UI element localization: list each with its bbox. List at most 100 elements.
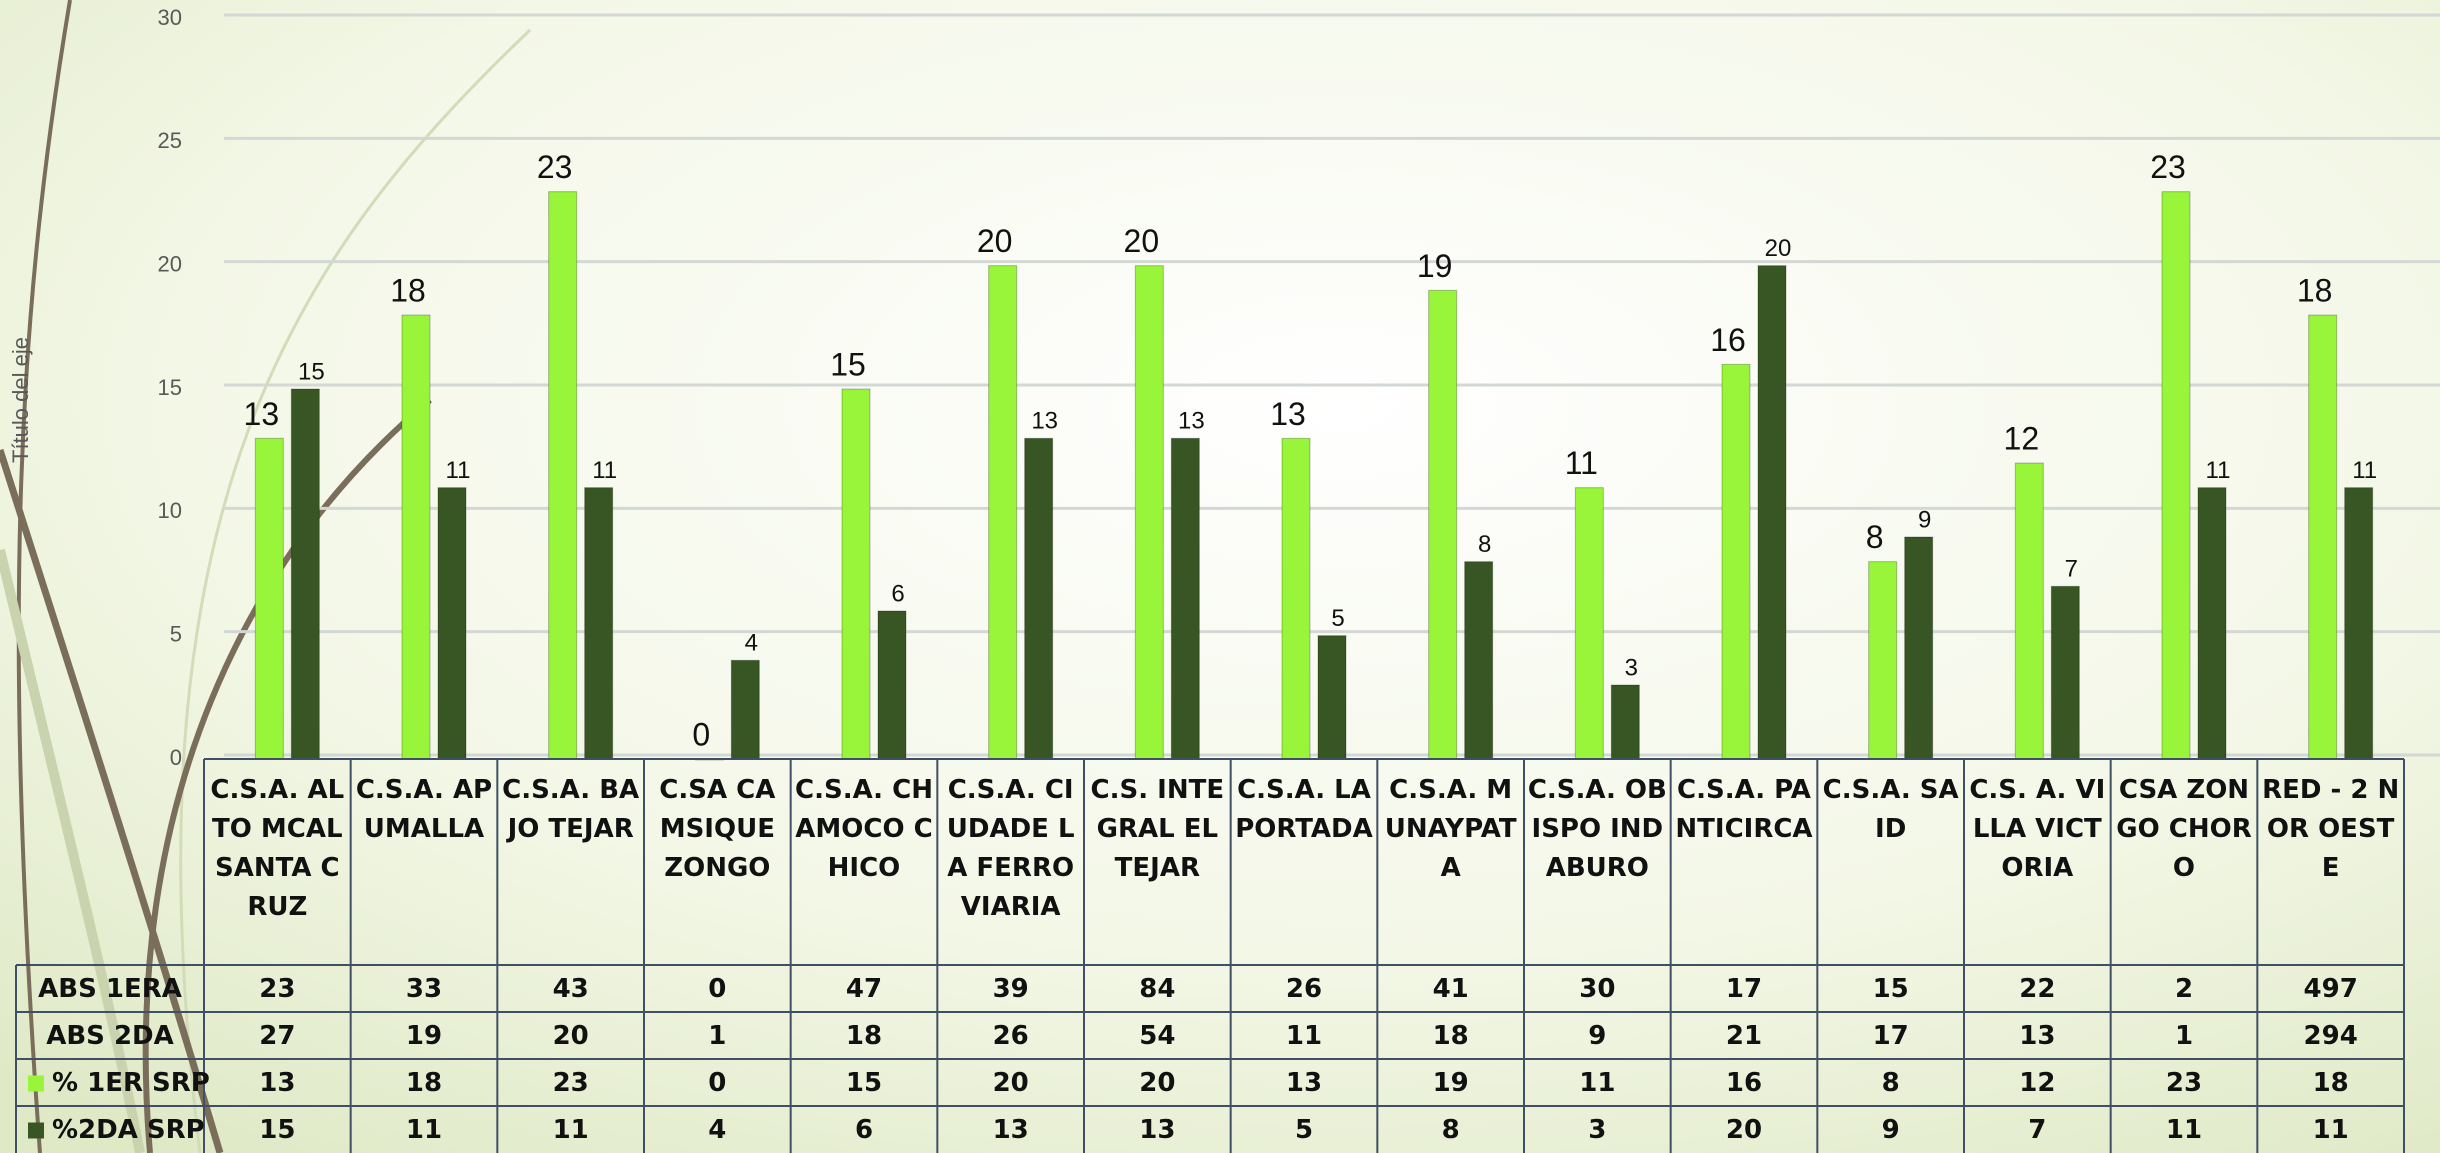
- y-tick-label: 30: [158, 5, 182, 30]
- bar: [2050, 585, 2080, 760]
- table-cell: 20: [1726, 1115, 1762, 1145]
- decor-curve: [0, 448, 224, 1153]
- table-cell: 5: [1295, 1115, 1313, 1145]
- table-cell: 12: [2019, 1068, 2055, 1098]
- table-cell: 497: [2304, 974, 2358, 1004]
- table-cell: 8: [1442, 1115, 1460, 1145]
- decor-curve: [0, 548, 145, 1153]
- x-tick-label: C.S. A. VILLA VICTORIA: [1969, 775, 2106, 883]
- bar: [1721, 363, 1751, 760]
- table-cell: 13: [2019, 1021, 2055, 1051]
- data-label: 11: [2352, 457, 2377, 484]
- x-tick-label: C.S.A. SAID: [1822, 775, 1959, 844]
- x-tick-label: C.S.A. CHAMOCO CHICO: [795, 775, 933, 883]
- x-tick-label: C.S.A. CIUDADE LA FERROVIARIA: [946, 775, 1075, 922]
- table-cell: 19: [1433, 1068, 1469, 1098]
- table-cell: 19: [406, 1021, 442, 1051]
- table-cell: 1: [2175, 1021, 2193, 1051]
- data-label: 9: [1918, 506, 1931, 533]
- bar: [548, 191, 578, 760]
- table-cell: 26: [1286, 974, 1322, 1004]
- data-label: 6: [891, 580, 904, 607]
- y-tick-label: 10: [158, 498, 182, 523]
- data-label: 16: [1710, 322, 1746, 358]
- table-cell: 11: [553, 1115, 589, 1145]
- bar: [1428, 289, 1458, 760]
- table-cell: 13: [1139, 1115, 1175, 1145]
- bar: [2197, 487, 2227, 760]
- table-cell: 33: [406, 974, 442, 1004]
- table-cell: 23: [259, 974, 295, 1004]
- bar: [988, 265, 1018, 760]
- bar: [254, 437, 284, 760]
- table-cell: 11: [2313, 1115, 2349, 1145]
- table-cell: 11: [1579, 1068, 1615, 1098]
- data-label: 3: [1625, 654, 1638, 681]
- category-cell: C.S.A. BAJO TEJAR: [502, 775, 639, 844]
- data-label: 23: [537, 149, 573, 185]
- bar: [290, 388, 320, 760]
- x-tick-label: C.S.A. APUMALLA: [355, 775, 493, 844]
- table-cell: 23: [553, 1068, 589, 1098]
- table-cell: 27: [259, 1021, 295, 1051]
- data-label: 11: [1565, 445, 1598, 481]
- bar: [2161, 191, 2191, 760]
- table-cell: 294: [2304, 1021, 2358, 1051]
- table-cell: 15: [1873, 974, 1909, 1004]
- x-tick-label: C.S.A. ALTO MCAL SANTA CRUZ: [210, 775, 345, 922]
- table-cell: 18: [1433, 1021, 1469, 1051]
- table-cell: 84: [1139, 974, 1175, 1004]
- x-tick-label: C.S. INTEGRAL EL TEJAR: [1090, 775, 1225, 883]
- table-cell: 20: [993, 1068, 1029, 1098]
- legend-swatch: [28, 1122, 44, 1139]
- x-tick-label: C.S.A. LA PORTADA: [1235, 775, 1373, 844]
- table-cell: 20: [553, 1021, 589, 1051]
- table-cell: 23: [2166, 1068, 2202, 1098]
- data-label: 20: [977, 223, 1013, 259]
- y-tick-label: 0: [170, 745, 182, 770]
- category-cell: C.S. INTEGRAL EL TEJAR: [1090, 775, 1225, 883]
- table-cell: 41: [1433, 974, 1469, 1004]
- y-tick-label: 20: [158, 251, 182, 276]
- table-cell: 15: [259, 1115, 295, 1145]
- bar: [1904, 536, 1934, 760]
- data-label: 15: [830, 346, 866, 382]
- row-label: ABS 2DA: [46, 1021, 174, 1051]
- bar: [584, 487, 614, 760]
- table-cell: 43: [553, 974, 589, 1004]
- table-cell: 11: [1286, 1021, 1322, 1051]
- category-cell: C.S.A. CHAMOCO CHICO: [795, 775, 933, 883]
- data-label: 4: [745, 630, 758, 657]
- data-label: 13: [244, 396, 280, 432]
- bar: [877, 610, 907, 760]
- category-cell: C.S.A. PANTICIRCA: [1675, 775, 1812, 844]
- bar: [437, 487, 467, 760]
- table-cell: 18: [2313, 1068, 2349, 1098]
- x-tick-label: C.S.A. OBISPO INDABURO: [1527, 775, 1667, 883]
- table-cell: 18: [846, 1021, 882, 1051]
- data-label: 11: [2206, 457, 2231, 484]
- table-cell: 7: [2028, 1115, 2046, 1145]
- x-tick-label: C.S.A. MUNAYPATA: [1384, 775, 1517, 883]
- table-cell: 6: [855, 1115, 873, 1145]
- table-cell: 17: [1873, 1021, 1909, 1051]
- table-cell: 17: [1726, 974, 1762, 1004]
- table-cell: 3: [1588, 1115, 1606, 1145]
- bar: [1170, 437, 1200, 760]
- table-cell: 0: [708, 974, 726, 1004]
- table-cell: 20: [1139, 1068, 1175, 1098]
- category-cell: RED - 2 NOR OESTE: [2262, 775, 2399, 883]
- table-cell: 11: [2166, 1115, 2202, 1145]
- table-cell: 13: [1286, 1068, 1322, 1098]
- bar: [1024, 437, 1054, 760]
- legend-label: %2DA SRP: [52, 1115, 205, 1145]
- table-cell: 21: [1726, 1021, 1762, 1051]
- category-cell: C.S.A. CIUDADE LA FERROVIARIA: [946, 775, 1075, 922]
- data-label: 8: [1478, 531, 1491, 558]
- table-cell: 18: [406, 1068, 442, 1098]
- table-cell: 54: [1139, 1021, 1175, 1051]
- decor: [0, 0, 532, 1153]
- y-tick-label: 25: [158, 128, 182, 153]
- category-cell: C.S.A. OBISPO INDABURO: [1527, 775, 1667, 883]
